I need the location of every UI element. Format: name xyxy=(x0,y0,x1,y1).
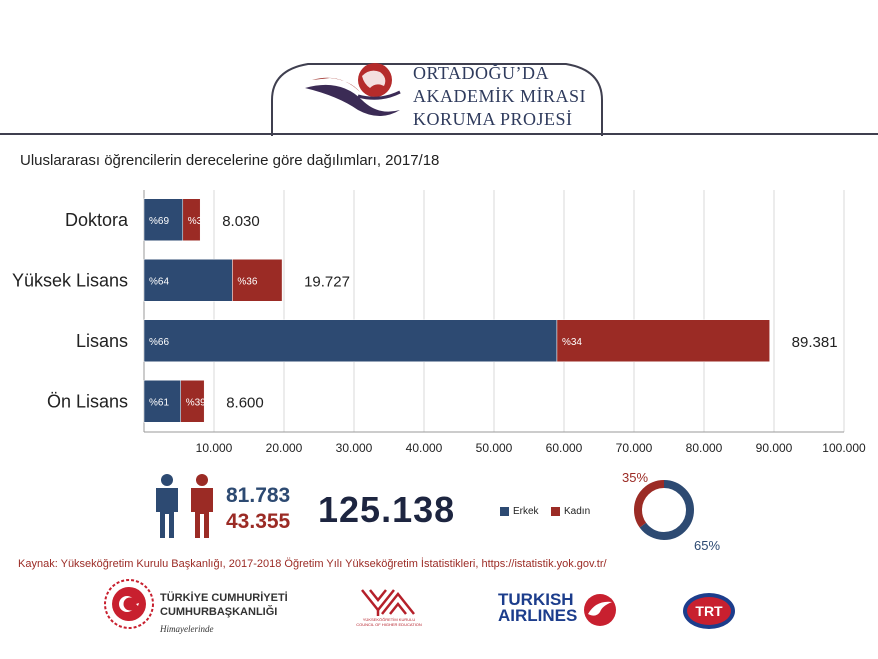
turkish-airlines-bird-icon xyxy=(584,594,616,626)
yok-logo-icon xyxy=(361,589,415,616)
male-total: 81.783 xyxy=(226,484,291,507)
bar-percent-label: %61 xyxy=(149,397,169,408)
category-label: Lisans xyxy=(76,331,128,351)
donut-label-female: 35% xyxy=(622,470,649,485)
category-label: Ön Lisans xyxy=(47,391,128,411)
bar-segment-kadın xyxy=(180,380,205,423)
bar-segment-erkek xyxy=(143,198,184,241)
turkish-airlines-wordmark: TURKISH AIRLINES xyxy=(498,590,578,625)
bar-segment-kadın xyxy=(232,259,283,302)
legend-label-erkek: Erkek xyxy=(513,506,539,517)
x-tick-label: 40.000 xyxy=(406,441,443,455)
x-tick-label: 60.000 xyxy=(546,441,583,455)
category-label: Yüksek Lisans xyxy=(12,270,128,290)
globe-logo-icon xyxy=(305,63,401,116)
legend-swatch-kadin xyxy=(551,507,560,516)
legend-item-kadin: Kadın xyxy=(551,506,590,517)
category-label: Doktora xyxy=(65,210,129,230)
bar-segment-erkek xyxy=(143,319,558,362)
people-icons xyxy=(156,474,213,538)
female-total: 43.355 xyxy=(226,510,291,533)
thy-line-2: AIRLINES xyxy=(498,606,578,625)
bar-total-label: 8.600 xyxy=(226,394,264,411)
bar-total-label: 19.727 xyxy=(304,273,350,290)
project-title: ORTADOĞU’DA AKADEMİK MİRASI KORUMA PROJE… xyxy=(413,62,586,131)
chart-subtitle: Uluslararası öğrencilerin derecelerine g… xyxy=(20,152,440,169)
bar-total-label: 8.030 xyxy=(222,213,260,230)
bar-percent-label: %66 xyxy=(149,337,169,348)
x-tick-label: 70.000 xyxy=(616,441,653,455)
presidency-subtitle: Himayelerinde xyxy=(160,624,214,634)
bar-total-label: 89.381 xyxy=(792,334,838,351)
bar-percent-label: %64 xyxy=(149,276,169,287)
legend-swatch-erkek xyxy=(500,507,509,516)
presidency-line-1: TÜRKİYE CUMHURİYETİ xyxy=(160,592,288,604)
female-person-icon xyxy=(191,474,213,538)
bar-segment-erkek xyxy=(143,380,181,423)
bar-percent-label: %34 xyxy=(562,337,582,348)
yok-text: YÜKSEKÖĞRETİM KURULU COUNCIL OF HIGHER E… xyxy=(352,617,426,627)
grand-total: 125.138 xyxy=(318,489,456,530)
project-title-line-1: ORTADOĞU’DA xyxy=(413,63,549,83)
x-tick-label: 10.000 xyxy=(196,441,233,455)
legend-item-erkek: Erkek xyxy=(500,506,539,517)
bar-segment-erkek xyxy=(143,259,233,302)
header-divider xyxy=(0,133,878,135)
project-title-line-2: AKADEMİK MİRASI xyxy=(413,86,586,106)
presidency-text: TÜRKİYE CUMHURİYETİ CUMHURBAŞKANLIĞI xyxy=(160,591,288,619)
presidency-line-2: CUMHURBAŞKANLIĞI xyxy=(160,606,278,618)
yok-line-1: YÜKSEKÖĞRETİM KURULU xyxy=(362,617,416,622)
bar-percent-label: %69 xyxy=(149,216,169,227)
bar-segment-kadın xyxy=(182,198,201,241)
trt-logo-icon: TRT xyxy=(683,593,735,629)
donut-label-male: 65% xyxy=(694,538,721,553)
trt-label: TRT xyxy=(695,603,723,619)
donut-slice-female xyxy=(634,480,694,540)
male-person-icon xyxy=(156,474,178,538)
x-tick-label: 20.000 xyxy=(266,441,303,455)
bar-segment-kadın xyxy=(556,319,770,362)
gender-donut xyxy=(634,480,694,540)
bar-percent-label: %31 xyxy=(188,216,208,227)
bar-percent-label: %39 xyxy=(186,397,206,408)
yok-line-2: COUNCIL OF HIGHER EDUCATION xyxy=(356,622,422,627)
thy-line-1: TURKISH xyxy=(498,590,574,609)
x-tick-label: 90.000 xyxy=(756,441,793,455)
x-tick-label: 50.000 xyxy=(476,441,513,455)
source-note: Kaynak: Yükseköğretim Kurulu Başkanlığı,… xyxy=(18,558,607,570)
bar-chart: 10.000 20.000 30.000 40.000 50.000 60.000 70.0… xyxy=(12,190,866,455)
header-arch xyxy=(271,63,603,136)
x-tick-label: 80.000 xyxy=(686,441,723,455)
crescent-star-seal-icon xyxy=(104,579,154,629)
x-tick-label: 30.000 xyxy=(336,441,373,455)
legend-label-kadin: Kadın xyxy=(564,506,591,517)
bar-percent-label: %36 xyxy=(237,276,257,287)
project-title-line-3: KORUMA PROJESİ xyxy=(413,109,573,129)
x-tick-label: 100.000 xyxy=(822,441,866,455)
